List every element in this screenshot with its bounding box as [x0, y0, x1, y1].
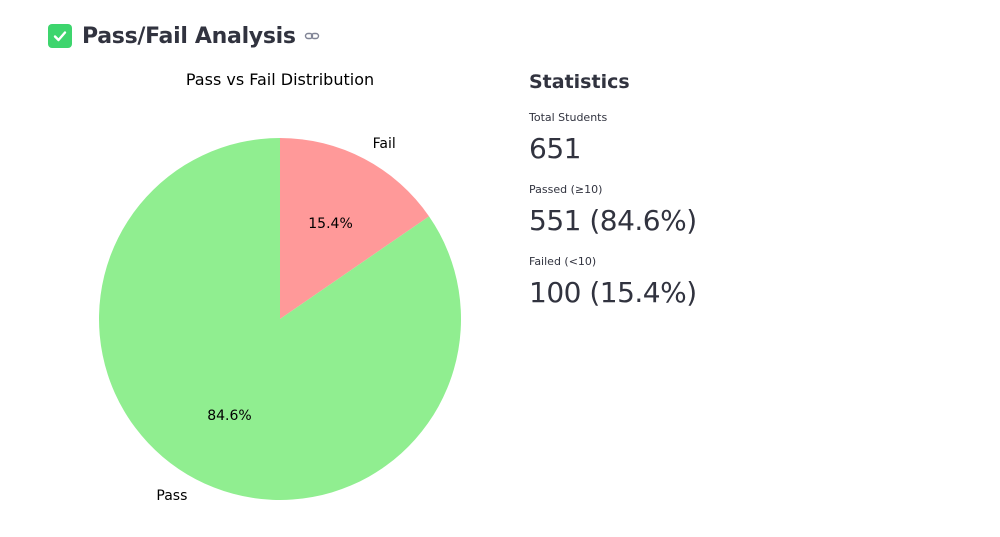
metric-passed: Passed (≥10) 551 (84.6%)	[529, 182, 969, 240]
metric-label: Passed (≥10)	[529, 183, 603, 196]
pie-chart-svg: Pass vs Fail Distribution 15.4% Fail 84.6%…	[98, 70, 461, 504]
pie-slice-fail	[280, 138, 430, 319]
metric-value: 651	[529, 132, 581, 165]
pie-chart: Pass vs Fail Distribution 15.4% Fail 84.6%…	[60, 60, 500, 530]
chart-title: Pass vs Fail Distribution	[186, 70, 374, 89]
statistics-title: Statistics	[529, 71, 630, 93]
pie-pct-label-fail: 15.4%	[308, 216, 352, 232]
pie-category-label-fail: Fail	[373, 136, 396, 152]
pie-pct-label-pass: 84.6%	[207, 408, 251, 424]
pie-slice-pass	[98, 138, 461, 500]
metric-label: Total Students	[529, 111, 608, 124]
statistics-panel: Statistics Total Students 651 Passed (≥1…	[529, 68, 969, 326]
metric-label: Failed (<10)	[529, 255, 597, 268]
check-box-icon	[48, 24, 72, 48]
pie-category-label-pass: Pass	[156, 488, 187, 504]
section-header: Pass/Fail Analysis	[48, 20, 320, 52]
metric-value: 551 (84.6%)	[529, 204, 697, 237]
metric-total-students: Total Students 651	[529, 110, 969, 168]
metric-value: 100 (15.4%)	[529, 276, 697, 309]
link-icon[interactable]	[304, 28, 320, 44]
page-title: Pass/Fail Analysis	[82, 23, 296, 49]
metric-failed: Failed (<10) 100 (15.4%)	[529, 254, 969, 312]
